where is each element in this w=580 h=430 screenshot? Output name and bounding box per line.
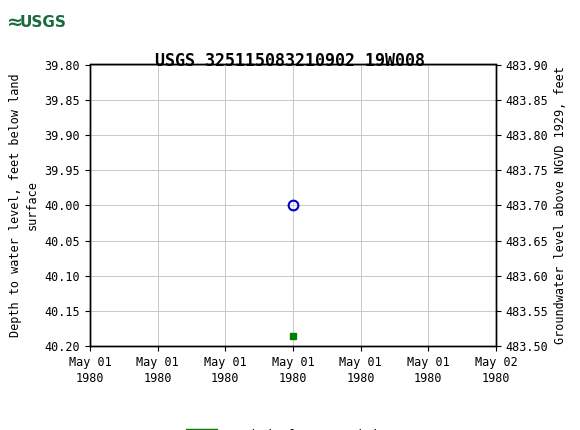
Text: ≈: ≈ xyxy=(7,13,23,32)
Y-axis label: Depth to water level, feet below land
surface: Depth to water level, feet below land su… xyxy=(9,74,39,337)
Text: USGS 325115083210902 19W008: USGS 325115083210902 19W008 xyxy=(155,52,425,71)
Y-axis label: Groundwater level above NGVD 1929, feet: Groundwater level above NGVD 1929, feet xyxy=(554,66,567,344)
Text: USGS: USGS xyxy=(20,15,67,30)
FancyBboxPatch shape xyxy=(6,3,81,42)
Legend: Period of approved data: Period of approved data xyxy=(181,424,405,430)
